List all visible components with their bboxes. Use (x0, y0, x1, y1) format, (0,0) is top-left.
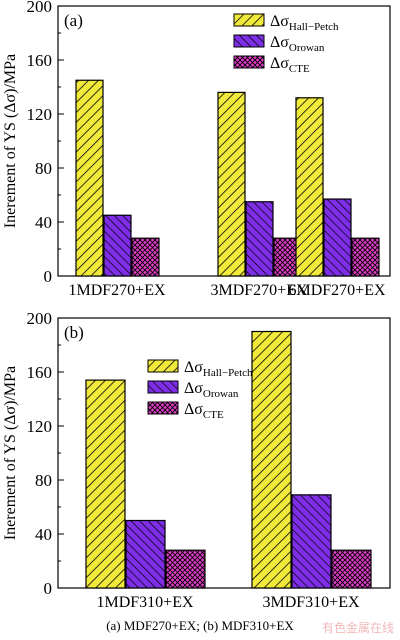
y-tick-label: 120 (27, 105, 53, 124)
legend-swatch (233, 55, 265, 69)
chart-panel-a: 0 40 80 120 160 200 Inerement of YS (Δσ)/MPa (a… (2, 0, 391, 299)
y-tick-label: 80 (35, 159, 52, 178)
bar (351, 237, 380, 277)
y-tick-label: 200 (27, 0, 53, 16)
legend-label: ΔσCTE (184, 401, 224, 421)
legend-label: ΔσHall−Petch (270, 13, 339, 33)
x-category-label: 3MDF270+EX (210, 282, 307, 299)
y-tick-label: 40 (35, 213, 52, 232)
legend-swatch (147, 380, 179, 394)
panel-label: (a) (64, 11, 83, 30)
legend-swatch (147, 359, 179, 373)
bar (245, 201, 274, 277)
bar (165, 549, 206, 589)
bar (125, 519, 166, 589)
y-tick-label: 160 (27, 363, 53, 382)
y-tick-label: 200 (27, 309, 53, 328)
legend-label: ΔσHall−Petch (184, 359, 253, 379)
legend-swatch (233, 34, 265, 48)
x-category-label: 1MDF270+EX (68, 282, 165, 299)
bar (131, 237, 160, 277)
bar (75, 79, 104, 277)
y-axis-label: Inerement of YS (Δσ)/MPa (2, 366, 19, 540)
y-tick-label: 160 (27, 51, 53, 70)
y-tick-label: 40 (35, 525, 52, 544)
chart-panel-b: 0 40 80 120 160 200 Inerement of YS (Δσ)/MPa (b… (2, 309, 391, 611)
x-category-label: 3MDF310+EX (262, 594, 359, 611)
y-tick-label: 80 (35, 471, 52, 490)
bar (295, 97, 324, 277)
legend-label: ΔσOrowan (184, 380, 239, 400)
legend-swatch (233, 13, 265, 27)
bar (217, 91, 246, 277)
legend-label: ΔσOrowan (270, 34, 325, 54)
figure-caption: (a) MDF270+EX; (b) MDF310+EX (106, 618, 294, 633)
y-axis-label: Inerement of YS (Δσ)/MPa (2, 54, 19, 228)
bar (291, 494, 332, 589)
legend-label: ΔσCTE (270, 55, 310, 75)
y-tick-label: 120 (27, 417, 53, 436)
y-tick-label: 0 (44, 267, 53, 286)
panel-label: (b) (64, 323, 84, 342)
watermark: 有色金属在线 (322, 621, 395, 635)
x-category-label: 6MDF270+EX (288, 282, 385, 299)
bar (323, 198, 352, 277)
y-tick-label: 0 (44, 579, 53, 598)
bar (251, 330, 292, 589)
bar (103, 214, 132, 277)
x-category-label: 1MDF310+EX (96, 594, 193, 611)
legend-swatch (147, 401, 179, 415)
bar (85, 379, 126, 589)
bar (331, 549, 372, 589)
